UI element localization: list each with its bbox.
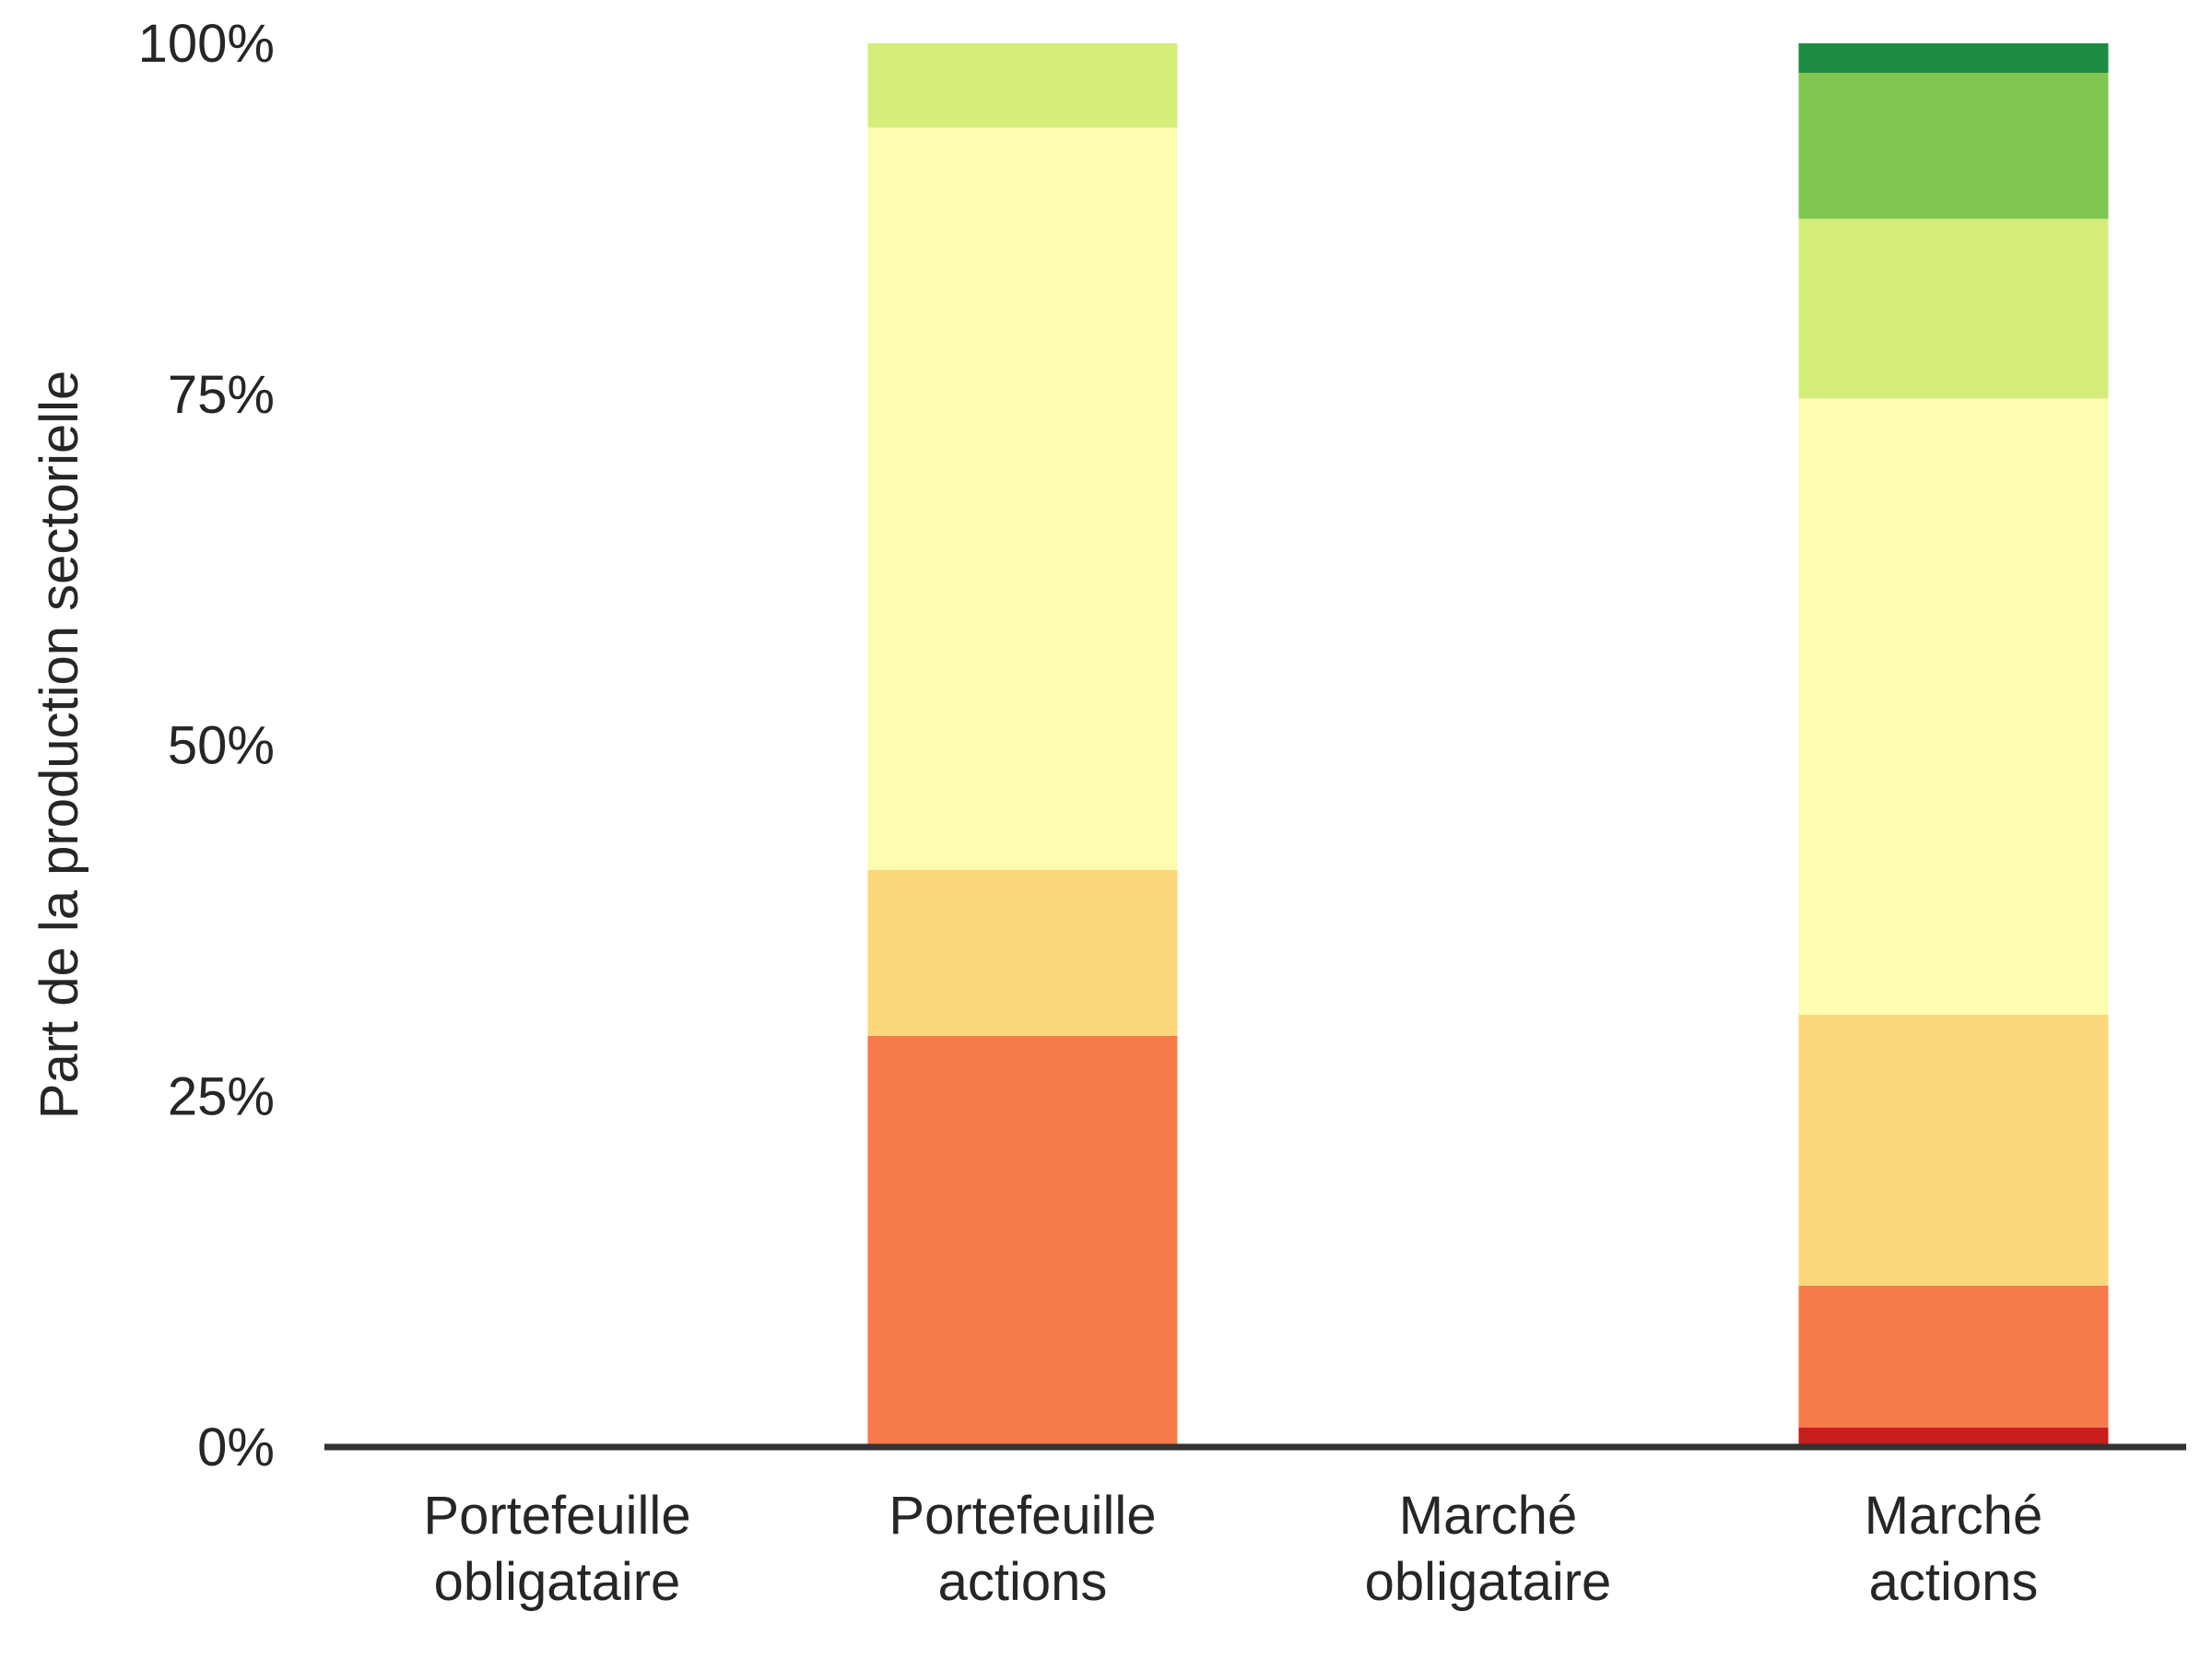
y-tick-label: 50% <box>168 716 275 776</box>
bar-segment-cat3-series3 <box>1798 398 2109 1015</box>
bar-segment-cat1-series2 <box>867 870 1178 1036</box>
bar-segment-cat3-series1 <box>1798 1285 2109 1428</box>
y-axis-title: Part de la production sectorielle <box>29 371 89 1119</box>
bar-segment-cat1-series1 <box>867 1035 1178 1447</box>
x-tick-label-line: Portefeuille <box>888 1486 1156 1546</box>
bar-segment-cat3-series0 <box>1798 1427 2109 1447</box>
bar-segment-cat1-series4 <box>867 43 1178 128</box>
x-tick-label-line: Portefeuille <box>423 1486 690 1546</box>
y-axis-ticks: 0% 25% 50% 75% 100% <box>138 14 275 1477</box>
bars-layer <box>867 43 2109 1447</box>
x-tick-label-line: Marché <box>1865 1486 2042 1546</box>
y-tick-label: 100% <box>138 14 275 74</box>
bar-segment-cat3-series4 <box>1798 218 2109 399</box>
y-tick-label: 75% <box>168 365 275 425</box>
y-tick-label: 0% <box>197 1418 275 1477</box>
x-tick-label-line: Marché <box>1399 1486 1577 1546</box>
bar-segment-cat3-series6 <box>1798 43 2109 73</box>
x-tick-label-line: actions <box>938 1552 1108 1612</box>
bar-segment-cat1-series3 <box>867 127 1178 871</box>
x-axis-ticks: PortefeuilleobligatairePortefeuilleactio… <box>423 1486 2042 1612</box>
y-tick-label: 25% <box>168 1066 275 1126</box>
bar-segment-cat3-series5 <box>1798 73 2109 219</box>
x-tick-label-line: obligataire <box>1365 1552 1612 1612</box>
x-tick-label-line: actions <box>1869 1552 2039 1612</box>
bar-segment-cat3-series2 <box>1798 1014 2109 1286</box>
x-tick-label-line: obligataire <box>434 1552 681 1612</box>
